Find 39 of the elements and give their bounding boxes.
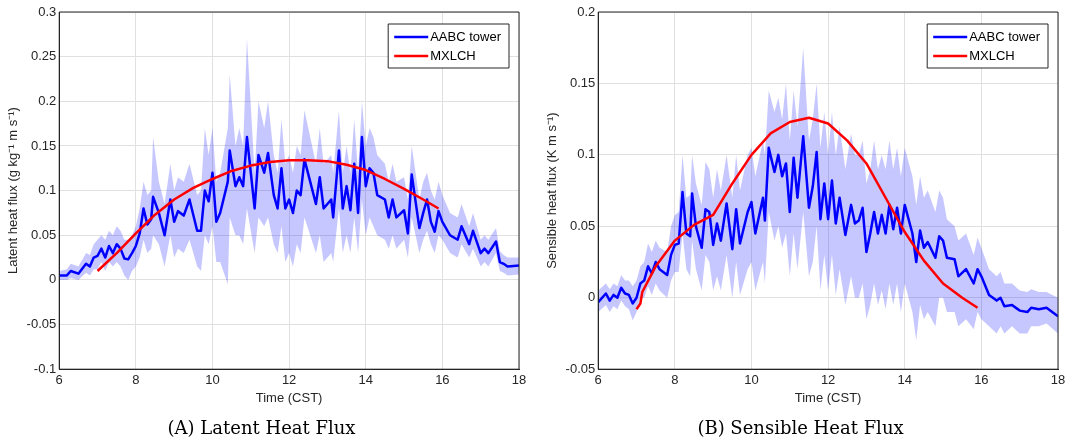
x-tick-label: 16 [974,371,989,387]
y-axis-title: Latent heat flux (g kg⁻¹ m s⁻¹) [5,107,21,275]
y-axis-title: Sensible heat flux (K m s⁻¹) [544,112,560,269]
x-tick-label: 8 [671,371,679,387]
y-tick-label: -0.05 [565,360,596,376]
y-tick-label: 0.3 [38,3,57,19]
y-tick-label: 0.15 [30,137,57,153]
text: (B) Sensible Heat Flux [697,416,904,438]
y-tick-label: 0.05 [30,226,57,242]
x-tick-label: 10 [744,371,759,387]
x-tick-label: 8 [132,371,140,387]
y-tick-label: 0.1 [577,146,596,162]
x-tick-label: 10 [205,371,220,387]
x-tick-label: 14 [358,371,373,387]
x-tick-label: 16 [435,371,450,387]
legend-label: AABC tower [430,28,502,44]
x-tick-label: 12 [820,371,836,387]
x-axis-title: Time (CST) [255,390,323,406]
text: (A) Latent Heat Flux [167,416,356,438]
y-tick-label: 0.25 [30,48,57,64]
y-tick-label: 0 [588,289,596,305]
x-tick-label: 18 [511,371,527,387]
y-tick-label: 0.2 [38,92,57,108]
legend-label: MXLCH [969,47,1015,63]
legend-label: AABC tower [969,28,1041,44]
x-tick-label: 12 [281,371,297,387]
x-tick-label: 6 [594,371,602,387]
y-tick-label: 0.05 [569,217,596,233]
y-tick-label: -0.1 [33,360,57,376]
x-tick-label: 14 [897,371,912,387]
y-tick-label: 0.1 [38,182,57,198]
y-tick-label: 0.2 [577,3,596,19]
legend-label: MXLCH [430,47,476,63]
x-tick-label: 6 [55,371,63,387]
y-tick-label: 0.15 [569,75,596,91]
x-axis-title: Time (CST) [794,390,862,406]
y-tick-label: 0 [49,271,57,287]
y-tick-label: -0.05 [26,316,57,332]
x-tick-label: 18 [1050,371,1066,387]
